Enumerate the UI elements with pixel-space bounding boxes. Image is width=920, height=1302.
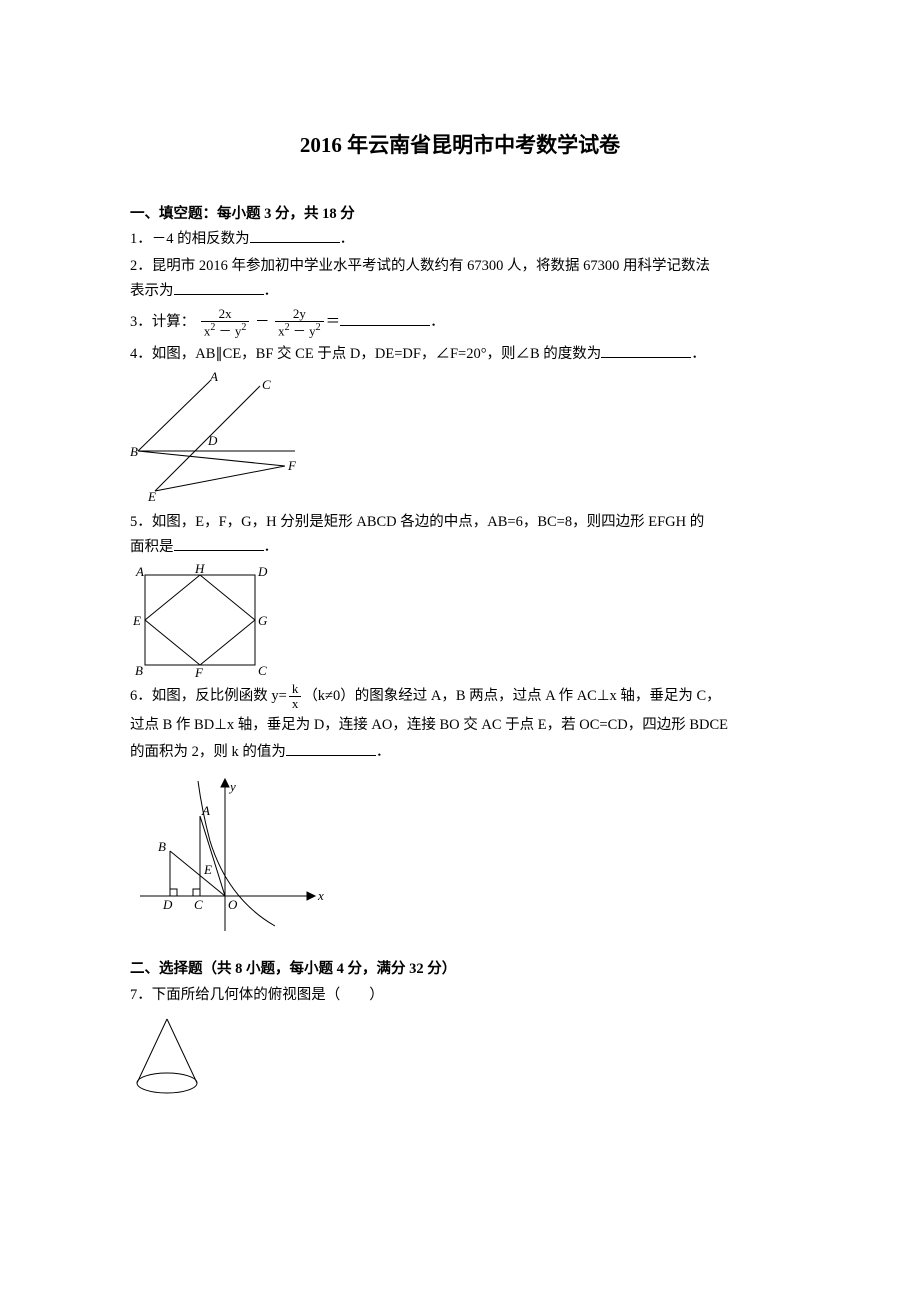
question-6: 6．如图，反比例函数 y=kx（k≠0）的图象经过 A，B 两点，过点 A 作 … [130, 682, 790, 767]
q6-text-a: 6．如图，反比例函数 y= [130, 688, 287, 704]
question-3: 3．计算： 2x x2 － y2 － 2y x2 － y2 ＝． [130, 305, 790, 340]
fig5-label-b: B [135, 663, 143, 678]
fig6-label-x: x [317, 888, 324, 903]
q6-frac-den: x [289, 697, 302, 711]
fig5-label-a: A [135, 564, 144, 579]
fig6-label-o: O [228, 897, 238, 912]
fig6-label-a: A [201, 803, 210, 818]
q2-text-b: 表示为 [130, 283, 174, 299]
figure-7-cone [130, 1011, 205, 1101]
q1-text: 1．－4 的相反数为 [130, 231, 250, 247]
fig6-label-d: D [162, 897, 173, 912]
q7-text: 7．下面所给几何体的俯视图是（ ） [130, 987, 384, 1003]
fig6-label-y: y [228, 779, 236, 794]
exam-page: 2016 年云南省昆明市中考数学试卷 一、填空题：每小题 3 分，共 18 分 … [0, 0, 920, 1302]
q3-frac2: 2y x2 － y2 [275, 307, 324, 339]
question-7: 7．下面所给几何体的俯视图是（ ） [130, 983, 790, 1008]
fig4-label-e: E [147, 489, 156, 504]
q6-frac-num: k [289, 682, 302, 697]
q6-text-b: （k≠0）的图象经过 A，B 两点，过点 A 作 AC⊥x 轴，垂足为 C， [303, 688, 720, 704]
fig5-label-e: E [132, 613, 141, 628]
fig5-label-h: H [194, 563, 205, 576]
q4-text: 4．如图，AB∥CE，BF 交 CE 于点 D，DE=DF，∠F=20°，则∠B… [130, 346, 601, 362]
q3-eq: ＝ [326, 314, 341, 330]
q6-text-c: 过点 B 作 BD⊥x 轴，垂足为 D，连接 AO，连接 BO 交 AC 于点 … [130, 717, 728, 733]
q3-blank [340, 311, 430, 327]
figure-4: A B C D E F [130, 371, 305, 506]
q2-blank [174, 279, 264, 295]
section-2-header: 二、选择题（共 8 小题，每小题 4 分，满分 32 分） [130, 959, 790, 981]
q4-blank [601, 343, 691, 359]
q5-text-a: 5．如图，E，F，G，H 分别是矩形 ABCD 各边的中点，AB=6，BC=8，… [130, 514, 704, 530]
fig4-label-c: C [262, 377, 271, 392]
question-1: 1．－4 的相反数为． [130, 227, 790, 252]
q2-text-a: 2．昆明市 2016 年参加初中学业水平考试的人数约有 67300 人，将数据 … [130, 258, 710, 274]
q3-frac2-num: 2y [275, 307, 324, 322]
q3-expression: 2x x2 － y2 － 2y x2 － y2 [199, 305, 326, 340]
fig4-label-f: F [287, 458, 297, 473]
q3-frac1: 2x x2 － y2 [201, 307, 250, 339]
fig5-label-d: D [257, 564, 268, 579]
fig6-label-e: E [203, 862, 212, 877]
q3-lead: 3．计算： [130, 314, 195, 330]
q6-text-d: 的面积为 2，则 k 的值为 [130, 744, 286, 760]
fig5-label-c: C [258, 663, 267, 678]
question-4: 4．如图，AB∥CE，BF 交 CE 于点 D，DE=DF，∠F=20°，则∠B… [130, 342, 790, 367]
q3-frac1-den: x2 － y2 [201, 322, 250, 339]
q3-frac1-num: 2x [201, 307, 250, 322]
fig6-label-c: C [194, 897, 203, 912]
q1-blank [250, 228, 340, 244]
question-5: 5．如图，E，F，G，H 分别是矩形 ABCD 各边的中点，AB=6，BC=8，… [130, 510, 790, 559]
figure-5: A H D E G B F C [130, 563, 270, 678]
q6-frac: kx [289, 682, 302, 712]
fig4-label-a: A [209, 371, 218, 384]
question-2: 2．昆明市 2016 年参加初中学业水平考试的人数约有 67300 人，将数据 … [130, 254, 790, 303]
q5-text-b: 面积是 [130, 539, 174, 555]
fig6-label-b: B [158, 839, 166, 854]
fig5-label-f: F [194, 665, 204, 678]
q5-blank [174, 535, 264, 551]
fig4-label-d: D [207, 433, 218, 448]
figure-6: y x O A B C D E [130, 771, 330, 941]
fig4-label-b: B [130, 444, 138, 459]
fig5-label-g: G [258, 613, 268, 628]
section-1-header: 一、填空题：每小题 3 分，共 18 分 [130, 204, 790, 226]
page-title: 2016 年云南省昆明市中考数学试卷 [130, 130, 790, 162]
q6-blank [286, 741, 376, 757]
q3-frac2-den: x2 － y2 [275, 322, 324, 339]
